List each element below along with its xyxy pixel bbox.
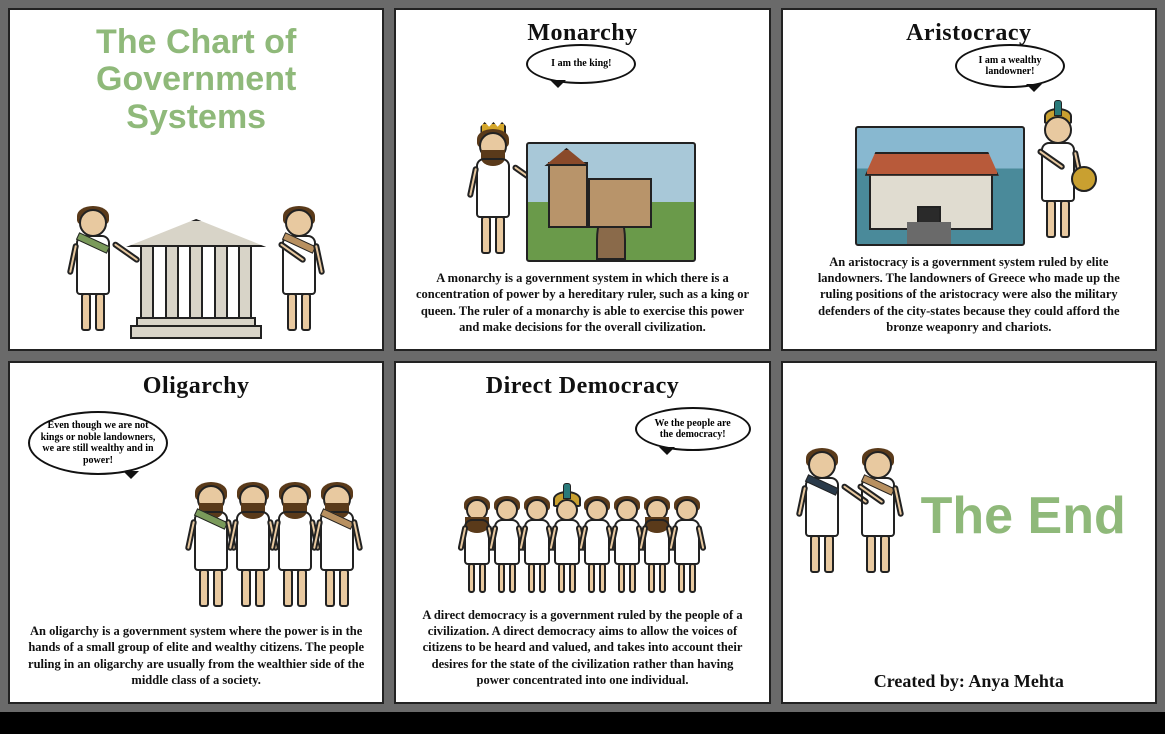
panel-oligarchy: Oligarchy Even though we are not kings o… bbox=[8, 361, 384, 704]
oligarchy-speech-bubble: Even though we are not kings or noble la… bbox=[28, 411, 168, 475]
temple-icon bbox=[126, 219, 266, 339]
democracy-speech-bubble: We the people are the democracy! bbox=[635, 407, 751, 451]
end-figures bbox=[797, 451, 903, 581]
aristocracy-illustration bbox=[797, 53, 1141, 246]
end-figure-left bbox=[797, 451, 847, 581]
panel-title: The Chart of Government Systems bbox=[8, 8, 384, 351]
credit-line: Created by: Anya Mehta bbox=[797, 671, 1141, 692]
end-heading: The End bbox=[921, 489, 1126, 544]
aristocracy-description: An aristocracy is a government system ru… bbox=[797, 246, 1141, 339]
castle-scene bbox=[526, 142, 696, 262]
panel-end: The End Created by: Anya Mehta bbox=[781, 361, 1157, 704]
main-heading: The Chart of Government Systems bbox=[24, 24, 368, 136]
oligarchs-group bbox=[190, 485, 358, 615]
aristocracy-speech-bubble: I am a wealthy landowner! bbox=[955, 44, 1065, 88]
king-figure bbox=[468, 132, 518, 262]
bottom-bar bbox=[0, 712, 1165, 734]
oligarchy-title: Oligarchy bbox=[24, 373, 368, 400]
villa-scene bbox=[855, 126, 1025, 246]
end-figure-right bbox=[853, 451, 903, 581]
monarchy-description: A monarchy is a government system in whi… bbox=[410, 262, 754, 339]
greek-figure-right bbox=[274, 209, 324, 339]
end-illustration-row: The End bbox=[797, 373, 1141, 659]
hoplite-figure bbox=[1033, 116, 1083, 246]
title-illustration bbox=[24, 144, 368, 339]
shield-icon bbox=[1071, 166, 1097, 192]
panel-democracy: Direct Democracy We the people are the d… bbox=[394, 361, 770, 704]
citizens-crowd bbox=[462, 499, 702, 599]
monarchy-illustration bbox=[410, 53, 754, 262]
greek-figure-left bbox=[68, 209, 118, 339]
storyboard-grid: The Chart of Government Systems Mon bbox=[0, 0, 1165, 712]
panel-aristocracy: Aristocracy I am a wealthy landowner! An… bbox=[781, 8, 1157, 351]
monarchy-title: Monarchy bbox=[410, 20, 754, 47]
democracy-title: Direct Democracy bbox=[410, 373, 754, 400]
oligarchy-description: An oligarchy is a government system wher… bbox=[24, 615, 368, 692]
aristocracy-title: Aristocracy bbox=[797, 20, 1141, 47]
monarchy-speech-bubble: I am the king! bbox=[526, 44, 636, 84]
democracy-description: A direct democracy is a government ruled… bbox=[410, 599, 754, 692]
panel-monarchy: Monarchy I am the king! A monarchy is a … bbox=[394, 8, 770, 351]
